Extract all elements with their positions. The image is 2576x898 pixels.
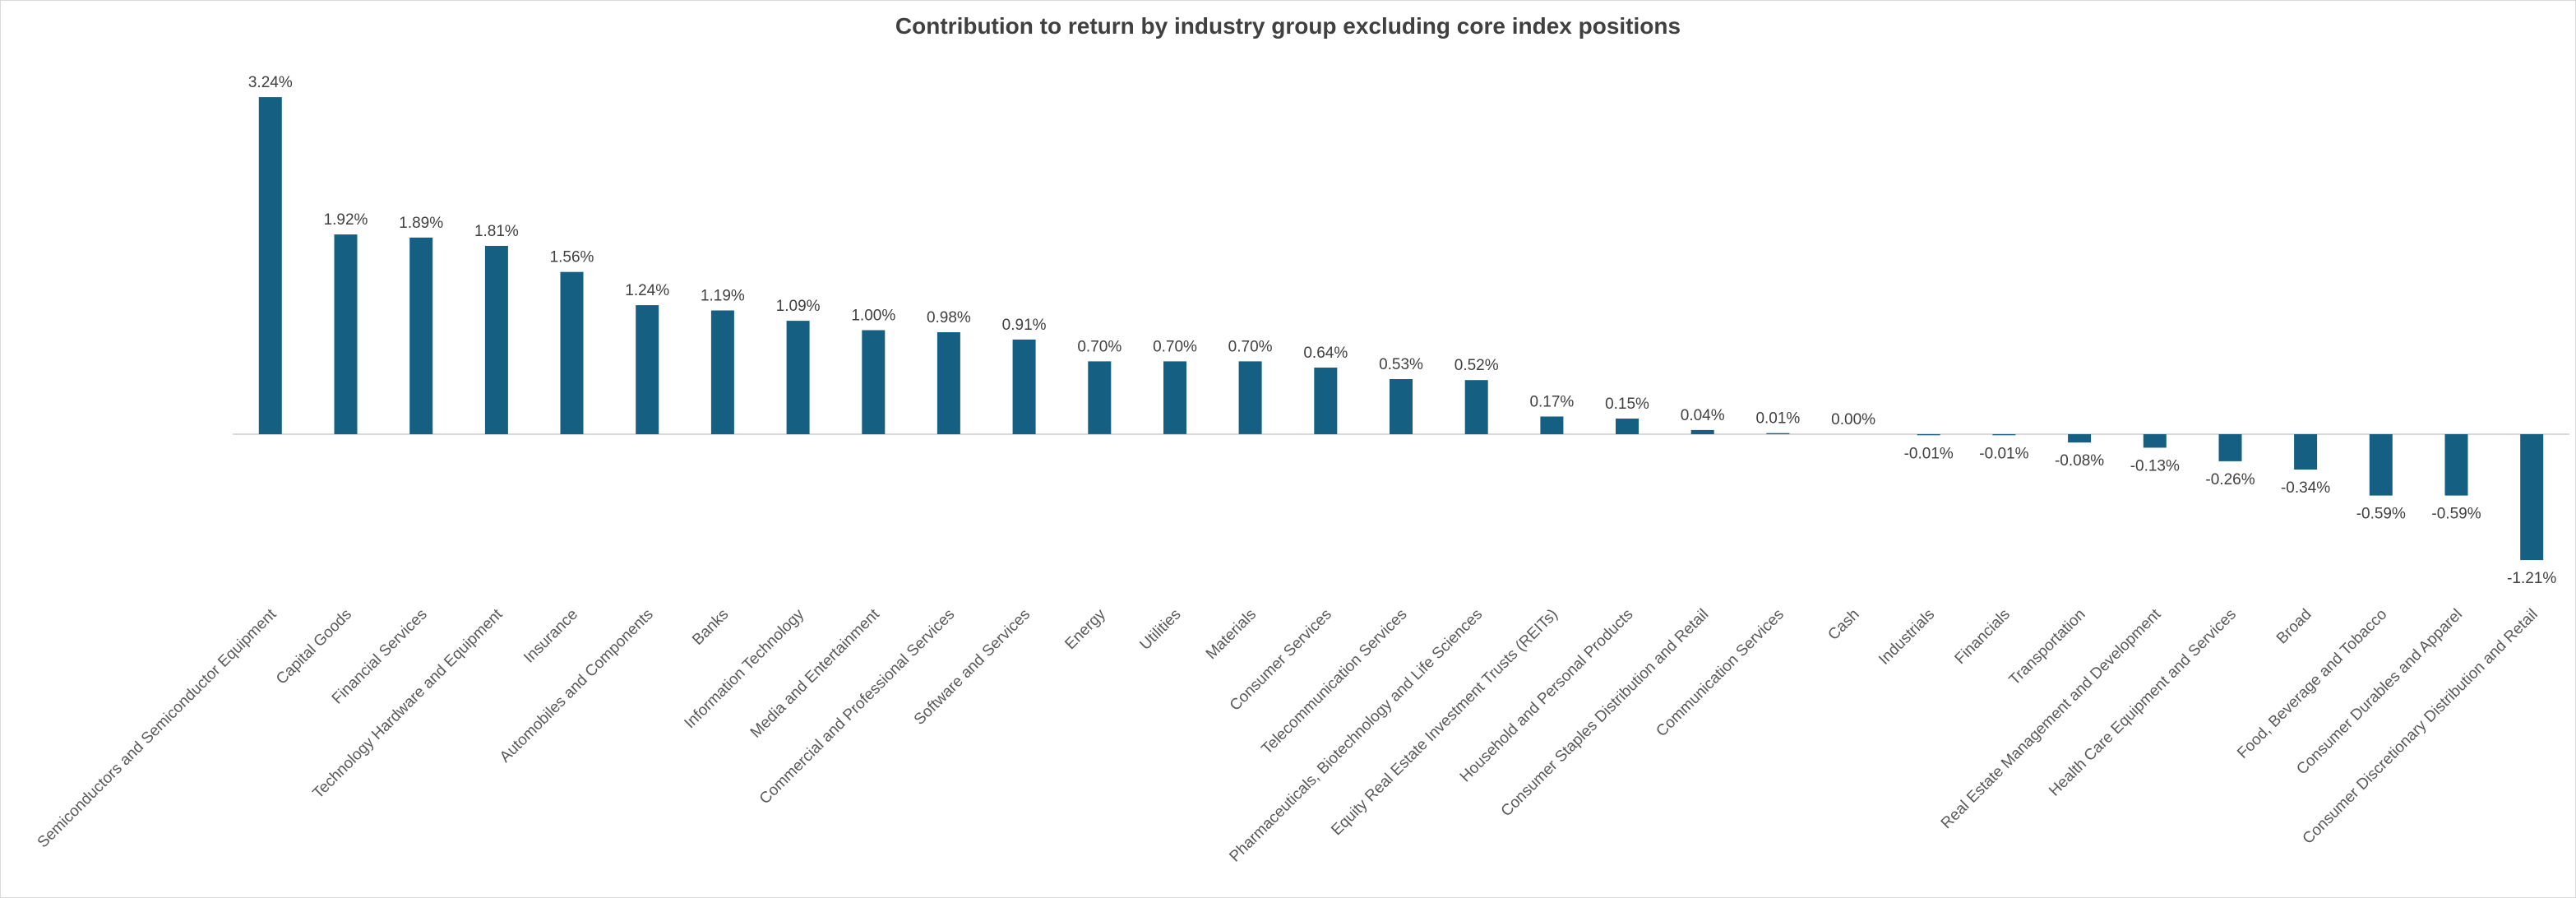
bar	[484, 246, 508, 434]
data-label: 1.56%	[550, 249, 594, 266]
data-label: 1.24%	[625, 282, 669, 299]
data-label: 0.52%	[1454, 357, 1499, 374]
bar	[258, 97, 282, 434]
bar	[560, 271, 584, 434]
bar	[786, 321, 810, 434]
x-tick-label: Consumer Durables and Apparel	[2293, 606, 2466, 779]
bar	[1464, 380, 1488, 434]
data-label: 1.09%	[776, 298, 821, 315]
data-label: -0.59%	[2431, 506, 2481, 523]
bar	[2218, 434, 2242, 461]
bar	[2294, 434, 2318, 470]
data-label: -0.26%	[2205, 471, 2255, 488]
bar	[1616, 419, 1639, 434]
data-label: 1.92%	[324, 211, 368, 229]
bar	[2520, 434, 2544, 561]
bar	[1012, 339, 1036, 434]
x-tick-label: Capital Goods	[273, 606, 355, 688]
data-label: -0.01%	[1979, 445, 2028, 462]
x-tick-label: Automobiles and Components	[497, 606, 657, 766]
bar	[1390, 379, 1413, 434]
x-tick-label: Cash	[1824, 606, 1862, 644]
x-tick-label: Broad	[2273, 606, 2315, 648]
data-label: -0.34%	[2281, 479, 2330, 497]
data-label: 1.89%	[399, 215, 443, 232]
data-label: -0.59%	[2356, 506, 2406, 523]
data-label: 0.00%	[1831, 411, 1875, 428]
data-label: -0.01%	[1904, 445, 1954, 462]
x-tick-label: Industrials	[1875, 606, 1938, 669]
x-tick-label: Materials	[1203, 606, 1260, 663]
data-label: 0.53%	[1379, 356, 1423, 373]
bar	[1163, 361, 1186, 434]
data-label: 0.70%	[1153, 338, 1197, 355]
bar	[2369, 434, 2393, 496]
data-label: 0.01%	[1755, 410, 1800, 428]
x-tick-label: Energy	[1061, 605, 1109, 653]
bar	[862, 330, 886, 434]
x-tick-label: Telecommunication Services	[1258, 606, 1410, 758]
bar	[334, 234, 358, 434]
bar	[937, 332, 960, 434]
bar	[2444, 434, 2468, 496]
data-label: -0.08%	[2055, 452, 2104, 470]
bar	[409, 237, 433, 434]
data-label: 0.70%	[1077, 338, 1122, 355]
data-label: 0.98%	[927, 309, 971, 326]
data-label: 1.81%	[474, 223, 519, 240]
chart-title: Contribution to return by industry group…	[895, 13, 1681, 39]
x-tick-label: Utilities	[1136, 606, 1184, 654]
x-tick-label: Food, Beverage and Tobacco	[2234, 606, 2390, 762]
x-tick-label: Semiconductors and Semiconductor Equipme…	[35, 605, 280, 851]
bar	[2068, 434, 2092, 443]
data-label: 0.17%	[1529, 394, 1574, 411]
data-label: 0.04%	[1681, 407, 1725, 424]
data-label: 1.00%	[851, 308, 895, 325]
x-tick-label: Banks	[689, 606, 732, 649]
bar	[710, 310, 734, 434]
data-label: -0.13%	[2130, 457, 2180, 474]
x-tick-label: Transportation	[2006, 606, 2089, 689]
bar	[1917, 434, 1940, 436]
x-tick-label: Insurance	[520, 606, 581, 667]
bar	[2143, 434, 2167, 448]
bar	[1238, 361, 1262, 434]
x-tick-label: Communication Services	[1653, 606, 1787, 740]
data-label: 1.19%	[701, 288, 745, 305]
bar	[1540, 416, 1564, 434]
data-label: 3.24%	[248, 74, 293, 91]
data-label: 0.64%	[1303, 345, 1348, 362]
x-tick-label: Media and Entertainment	[747, 605, 883, 741]
data-label: 0.91%	[1002, 317, 1047, 334]
x-tick-label: Pharmaceuticals, Biotechnology and Life …	[1226, 606, 1486, 866]
bar	[1088, 361, 1112, 434]
bar	[1314, 368, 1338, 434]
bar	[1690, 429, 1714, 434]
data-label: 0.70%	[1228, 338, 1273, 355]
data-label: 0.15%	[1605, 396, 1649, 413]
x-tick-label: Financials	[1952, 606, 2014, 668]
bar	[1766, 433, 1790, 434]
data-label: -1.21%	[2507, 570, 2556, 587]
bar	[1992, 434, 2016, 436]
bar	[636, 305, 659, 434]
